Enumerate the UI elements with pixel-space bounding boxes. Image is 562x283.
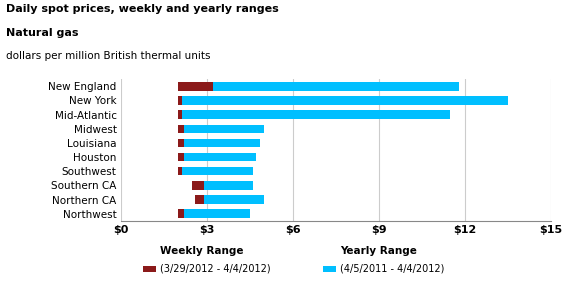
Bar [178,209,184,218]
Bar [178,110,183,119]
Text: (3/29/2012 - 4/4/2012): (3/29/2012 - 4/4/2012) [160,264,271,274]
Bar [196,195,264,204]
Bar [196,195,204,204]
Bar [178,209,250,218]
Bar [192,181,253,190]
Bar [178,139,260,147]
Bar [178,167,253,175]
Bar [178,125,264,133]
Bar [178,82,212,91]
Bar [178,139,184,147]
Bar [178,96,183,105]
Bar [178,110,450,119]
Bar [178,167,183,175]
Text: Yearly Range: Yearly Range [340,246,417,256]
Bar [178,82,459,91]
Text: dollars per million British thermal units: dollars per million British thermal unit… [6,51,210,61]
Text: Daily spot prices, weekly and yearly ranges: Daily spot prices, weekly and yearly ran… [6,4,278,14]
Text: Natural gas: Natural gas [6,28,78,38]
Bar [178,96,508,105]
Text: Weekly Range: Weekly Range [160,246,244,256]
Bar [178,153,256,161]
Bar [178,153,184,161]
Bar [192,181,204,190]
Text: (4/5/2011 - 4/4/2012): (4/5/2011 - 4/4/2012) [340,264,445,274]
Bar [178,125,184,133]
